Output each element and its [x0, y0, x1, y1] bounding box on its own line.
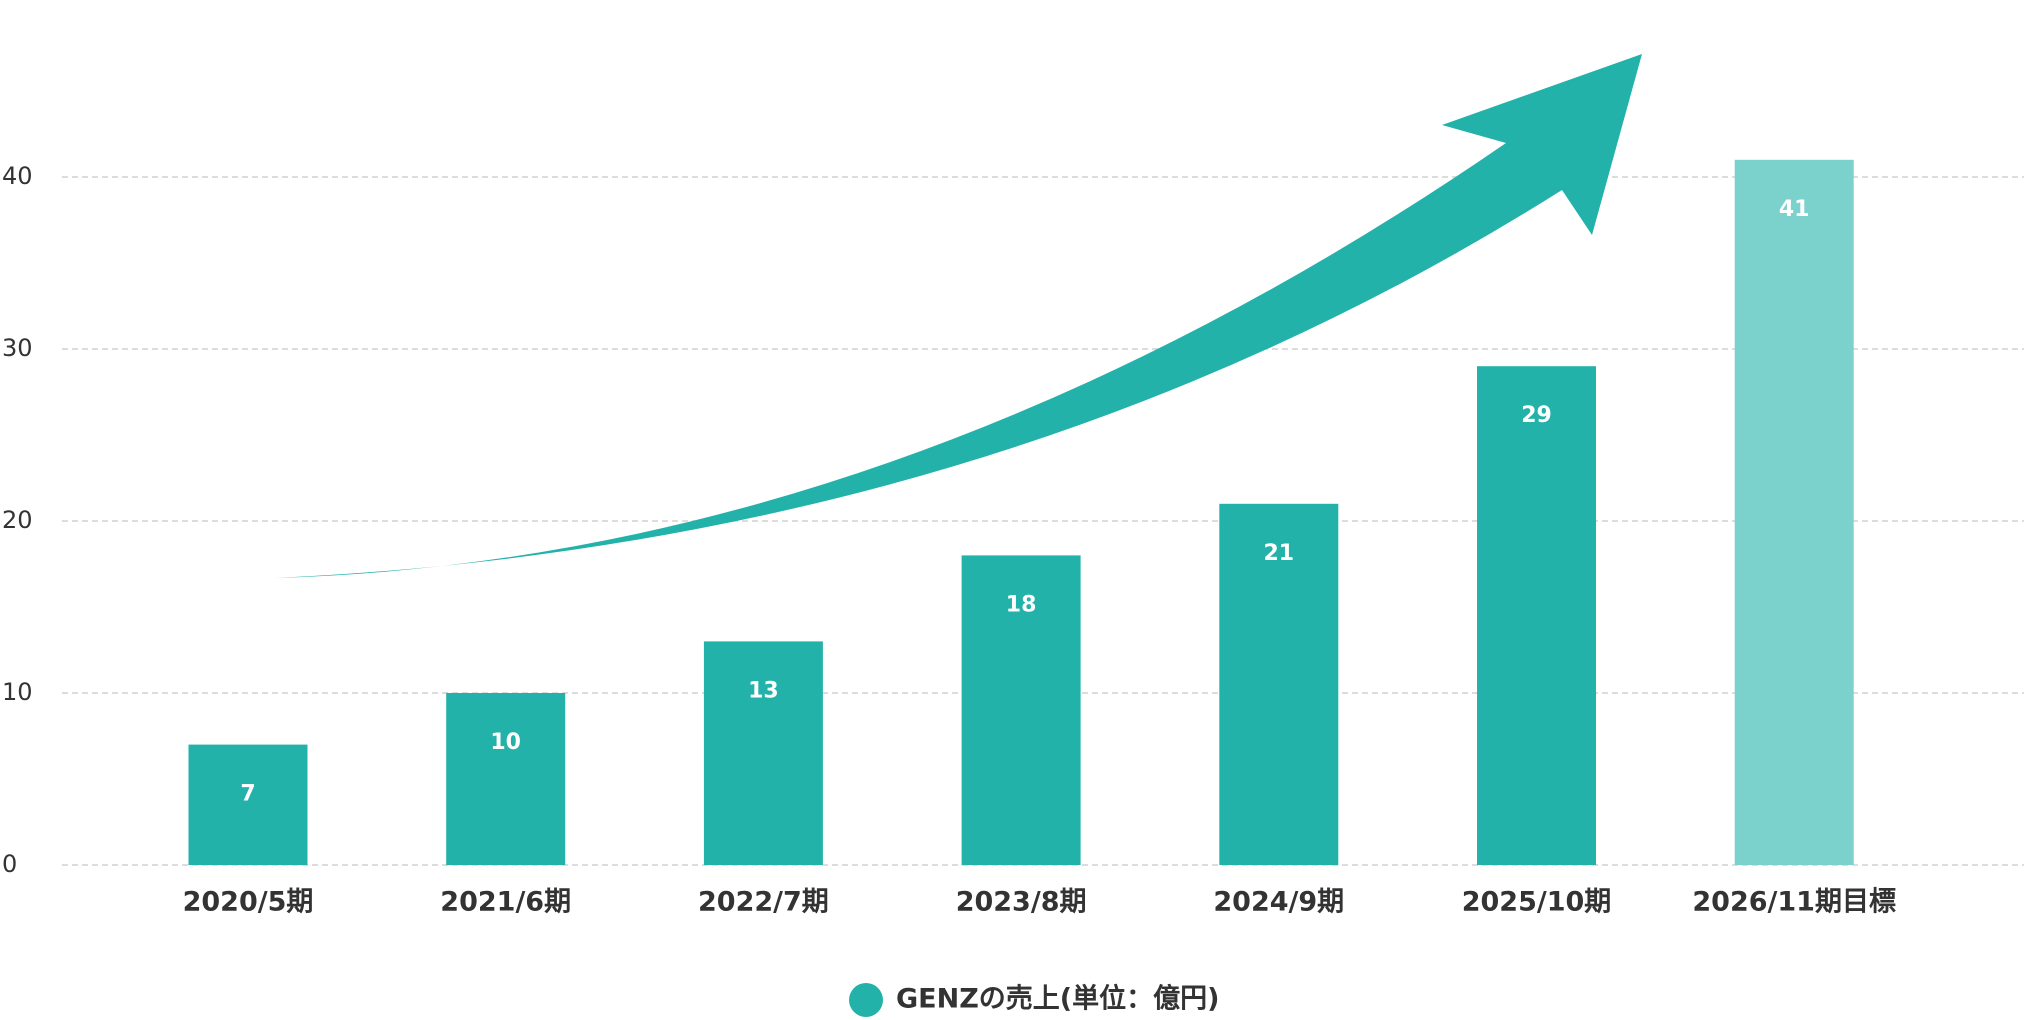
legend-marker — [849, 983, 883, 1017]
x-tick-label: 2026/11期目標 — [1692, 887, 1896, 918]
growth-arrow — [275, 54, 1642, 578]
x-tick-label: 2020/5期 — [183, 887, 314, 918]
data-label: 29 — [1521, 403, 1552, 428]
data-label: 18 — [1006, 592, 1037, 617]
bar — [1477, 366, 1596, 865]
bar — [188, 744, 308, 865]
x-tick-label: 2021/6期 — [440, 887, 571, 918]
y-tick-label: 30 — [2, 334, 33, 362]
bar — [446, 693, 566, 865]
x-tick-label: 2023/8期 — [956, 887, 1087, 918]
x-tick-label: 2022/7期 — [698, 887, 829, 918]
y-tick-label: 40 — [2, 162, 33, 190]
bar — [961, 555, 1081, 865]
legend-label: GENZの売上(単位：億円) — [896, 983, 1219, 1015]
data-label: 7 — [240, 782, 255, 807]
y-tick-label: 0 — [2, 850, 17, 878]
data-label: 21 — [1263, 541, 1294, 566]
bar — [1219, 503, 1339, 865]
y-tick-label: 20 — [2, 506, 33, 534]
bar — [703, 641, 823, 865]
x-tick-label: 2024/9期 — [1213, 887, 1344, 918]
data-label: 13 — [748, 678, 779, 703]
data-label: 10 — [490, 730, 521, 755]
bar — [1734, 159, 1854, 866]
x-tick-label: 2025/10期 — [1462, 887, 1612, 918]
y-tick-label: 10 — [2, 678, 33, 706]
data-label: 41 — [1779, 197, 1810, 222]
